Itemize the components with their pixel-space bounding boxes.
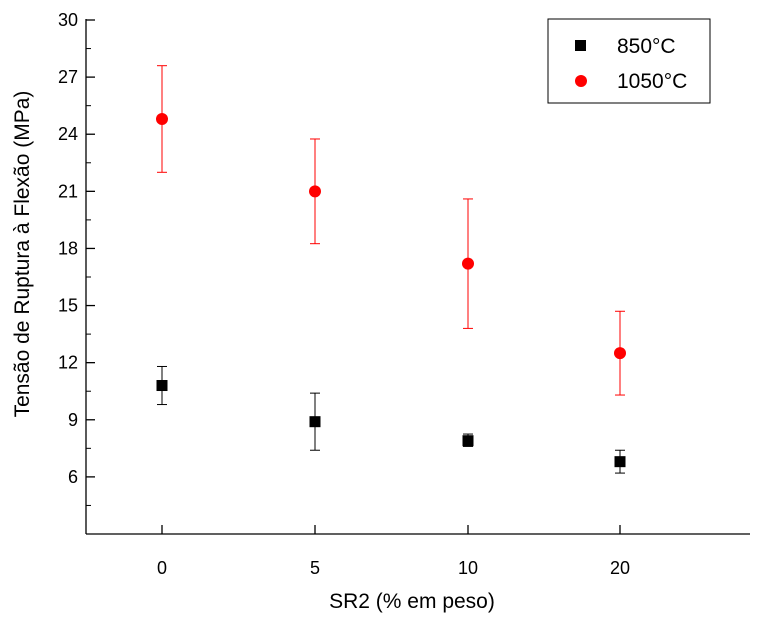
y-tick-label: 18 (58, 238, 78, 258)
x-tick-label: 5 (310, 558, 320, 578)
data-point-850 (614, 456, 626, 468)
legend-marker-1050 (575, 75, 587, 87)
data-point-1050 (462, 257, 474, 270)
y-axis-title: Tensão de Ruptura à Flexão (MPa) (11, 91, 34, 418)
data-point-850 (309, 416, 321, 428)
y-tick-label: 21 (58, 181, 78, 201)
legend: 850°C 1050°C (547, 18, 711, 104)
legend-box (547, 18, 711, 104)
x-tick-label: 10 (458, 558, 478, 578)
data-point-850 (156, 380, 168, 392)
x-ticks: 0 5 10 20 (157, 525, 630, 578)
y-tick-label: 9 (68, 410, 78, 430)
y-tick-label: 27 (58, 67, 78, 87)
y-tick-label: 24 (58, 124, 78, 144)
series-layer (156, 65, 626, 474)
data-point-850 (462, 435, 474, 447)
data-point-1050 (614, 347, 626, 360)
x-tick-label: 0 (157, 558, 167, 578)
legend-label-1050: 1050°C (617, 70, 687, 93)
x-axis-title: SR2 (% em peso) (329, 590, 495, 613)
data-point-1050 (156, 112, 168, 125)
data-point-1050 (309, 185, 321, 198)
legend-marker-850 (575, 40, 586, 51)
x-tick-label: 20 (610, 558, 630, 578)
y-tick-label: 15 (58, 296, 78, 316)
y-ticks: 6 9 12 15 18 21 24 27 30 (58, 10, 95, 506)
y-tick-label: 12 (58, 353, 78, 373)
y-tick-label: 30 (58, 10, 78, 30)
legend-label-850: 850°C (617, 35, 676, 58)
y-tick-label: 6 (68, 467, 78, 487)
